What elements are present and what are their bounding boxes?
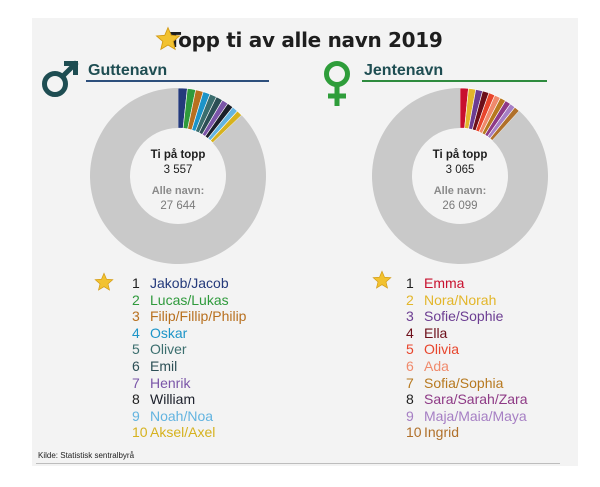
girls-list-item-5: 5 Olivia [406,341,528,358]
girls-name-label: Sofie/Sophie [424,308,504,325]
boys-name-label: Oskar [150,324,188,341]
source-note: Kilde: Statistisk sentralbyrå [38,451,135,460]
boys-rank-number: 9 [132,407,140,424]
girls-list-item-10: 10 Ingrid [406,424,528,441]
girls-rank-number: 7 [406,374,414,391]
boys-section-title: Guttenavn [88,62,168,79]
girls-donut-slices [372,87,548,264]
girls-rank-number: 1 [406,275,414,291]
boys-donut-center: Ti på topp 3 557 Alle navn: 27 644 [151,149,206,212]
star-icon [94,272,114,291]
boys-rank-number: 4 [132,324,140,341]
girls-donut-center: Ti på topp 3 065 Alle navn: 26 099 [433,149,488,212]
boys-list-item-3: 3 Filip/Fillip/Philip [132,308,246,325]
girls-slice-remainder [372,88,548,264]
boys-total-value: 27 644 [160,200,196,212]
girls-donut-chart: Ti på topp 3 065 Alle navn: 26 099 [372,87,548,264]
boys-rank-number: 7 [132,374,140,391]
girls-top-label: Ti på topp [433,149,488,161]
girls-name-label: Maja/Maia/Maya [424,407,527,424]
boys-name-label: Noah/Noa [150,407,214,424]
girls-name-label: Sara/Sarah/Zara [424,391,528,408]
boys-name-label: Oliver [150,341,187,358]
girls-section-title: Jentenavn [364,62,444,79]
boys-rank-number: 8 [132,391,140,408]
boys-list-item-10: 10 Aksel/Axel [132,424,246,441]
source-divider [36,463,560,464]
boys-list-item-7: 7 Henrik [132,375,246,392]
girls-name-list: 1 Emma 2 Nora/Norah 3 Sofie/Sophie 4 Ella 5 Olivi… [406,275,528,441]
boys-name-label: Jakob/Jacob [150,275,229,291]
boys-top-label: Ti på topp [151,149,206,161]
boys-rank-number: 1 [132,275,140,291]
girls-rank-number: 6 [406,357,414,374]
boys-list-item-8: 8 William [132,391,246,408]
girls-rank-number: 10 [406,424,422,441]
boys-name-label: Filip/Fillip/Philip [150,308,247,325]
boys-name-label: Lucas/Lukas [150,291,229,308]
boys-list-item-9: 9 Noah/Noa [132,408,246,425]
boys-underline [86,80,269,82]
star-icon [372,270,392,289]
boys-list-item-2: 2 Lucas/Lukas [132,292,246,309]
girls-list-item-3: 3 Sofie/Sophie [406,308,528,325]
boys-list-item-5: 5 Oliver [132,341,246,358]
girls-list-item-4: 4 Ella [406,325,528,342]
page-title: Topp ti av alle navn 2019 [167,28,443,52]
girls-top-value: 3 065 [446,164,475,176]
girls-star-shape [372,270,392,289]
boys-name-label: William [150,391,196,408]
boys-rank-number: 3 [132,308,140,325]
girls-name-label: Emma [424,275,465,291]
girls-list-item-9: 9 Maja/Maia/Maya [406,408,528,425]
girls-rank-number: 8 [406,391,414,408]
boys-donut-slices [90,87,266,264]
girls-name-label: Ada [424,357,449,374]
girls-rank-number: 4 [406,324,414,341]
girls-name-label: Sofia/Sophia [424,374,504,391]
female-symbol-icon [324,61,350,106]
male-symbol-icon [42,60,79,97]
boys-top-value: 3 557 [164,164,193,176]
girls-rank-number: 3 [406,308,414,325]
girls-total-value: 26 099 [442,200,477,212]
boys-rank-number: 2 [132,291,140,308]
boys-name-label: Henrik [150,374,191,391]
title-star-shape [155,26,181,51]
boys-rank-number: 6 [132,357,140,374]
girls-rank-number: 2 [406,291,414,308]
boys-total-label: Alle navn: [152,185,205,197]
boys-list-item-4: 4 Oskar [132,325,246,342]
boys-rank-number: 5 [132,341,140,358]
boys-rank-number: 10 [132,424,148,441]
girls-name-label: Nora/Norah [424,291,497,308]
girls-rank-number: 9 [406,407,414,424]
girls-name-label: Ella [424,324,448,341]
girls-list-item-7: 7 Sofia/Sophia [406,375,528,392]
boys-name-label: Aksel/Axel [150,424,216,441]
girls-underline [362,80,547,82]
boys-donut-chart: Ti på topp 3 557 Alle navn: 27 644 [90,87,266,264]
girls-name-label: Ingrid [424,424,460,441]
girls-rank-number: 5 [406,341,414,358]
girls-name-label: Olivia [424,341,460,358]
star-icon [155,26,181,51]
girls-total-label: Alle navn: [434,185,487,197]
girls-list-item-8: 8 Sara/Sarah/Zara [406,391,528,408]
girls-list-item-6: 6 Ada [406,358,528,375]
title-row: Topp ti av alle navn 2019 [32,26,578,52]
girls-list-item-2: 2 Nora/Norah [406,292,528,309]
girls-list-item-1: 1 Emma [406,275,528,292]
boys-list-item-1: 1 Jakob/Jacob [132,275,246,292]
boys-name-list: 1 Jakob/Jacob 2 Lucas/Lukas 3 Filip/Fillip/Ph… [132,275,246,441]
boys-list-item-6: 6 Emil [132,358,246,375]
boys-star-shape [94,272,114,291]
boys-slice-remainder [90,88,266,264]
boys-name-label: Emil [150,357,178,374]
